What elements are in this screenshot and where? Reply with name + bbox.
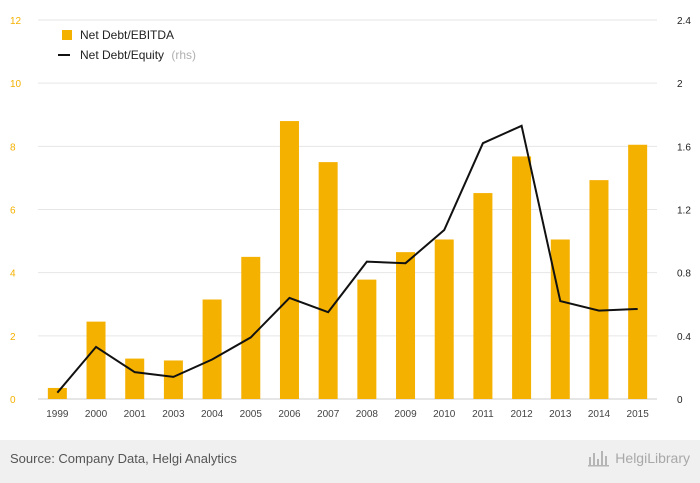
left-tick-label: 0 <box>10 395 16 406</box>
bar-2009 <box>396 252 416 399</box>
bar-2000 <box>86 321 106 399</box>
x-tick-label: 2012 <box>510 409 533 420</box>
footer: Source: Company Data, Helgi Analytics He… <box>0 440 700 483</box>
net-debt-equity-line <box>56 124 638 394</box>
x-tick-label: 2005 <box>240 409 263 420</box>
right-tick-label: 2.4 <box>677 16 691 27</box>
bar-2015 <box>628 144 648 399</box>
x-tick-label: 2001 <box>124 409 147 420</box>
legend-bar-swatch <box>62 30 72 40</box>
bar-2010 <box>434 239 454 399</box>
legend-bar-label: Net Debt/EBITDA <box>80 28 174 42</box>
helgi-library-logo: HelgiLibrary <box>588 449 690 467</box>
left-tick-label: 2 <box>10 332 16 343</box>
right-tick-label: 2 <box>677 79 683 90</box>
x-tick-label: 2004 <box>201 409 224 420</box>
bar-2006 <box>279 121 299 400</box>
x-tick-label: 2011 <box>472 409 494 420</box>
left-tick-label: 4 <box>10 269 16 280</box>
left-tick-label: 6 <box>10 206 16 217</box>
bar-2004 <box>202 299 222 399</box>
bar-series <box>47 121 648 400</box>
legend: Net Debt/EBITDA Net Debt/Equity (rhs) <box>58 28 196 62</box>
x-tick-label: 2003 <box>162 409 185 420</box>
x-tick-label: 2015 <box>627 409 650 420</box>
svg-text:Net Debt/Equity (rhs): Net Debt/Equity (rhs) <box>80 48 196 62</box>
left-tick-label: 12 <box>10 16 22 27</box>
bar-1999 <box>47 387 67 399</box>
grid-lines <box>38 19 657 400</box>
bar-2003 <box>163 360 183 399</box>
left-tick-label: 10 <box>10 79 22 90</box>
x-tick-label: 2000 <box>85 409 108 420</box>
right-axis-ticks: 0 0.4 0.8 1.2 1.6 2 2.4 <box>677 16 691 406</box>
library-logo-icon <box>588 451 610 467</box>
line-series <box>56 124 638 394</box>
logo-text: HelgiLibrary <box>615 450 690 466</box>
legend-line-label: Net Debt/Equity <box>80 48 164 62</box>
x-tick-label: 2010 <box>433 409 456 420</box>
right-tick-label: 0.4 <box>677 332 691 343</box>
legend-line-note: (rhs) <box>171 48 196 62</box>
right-tick-label: 0.8 <box>677 269 691 280</box>
x-tick-label: 2008 <box>356 409 379 420</box>
bar-2008 <box>357 279 377 399</box>
bar-2013 <box>550 239 570 399</box>
x-tick-label: 2007 <box>317 409 340 420</box>
x-tick-label: 2013 <box>549 409 572 420</box>
bar-2005 <box>241 256 261 399</box>
source-text: Source: Company Data, Helgi Analytics <box>10 451 237 466</box>
right-tick-label: 0 <box>677 395 683 406</box>
left-tick-label: 8 <box>10 142 16 153</box>
bar-2007 <box>318 162 338 399</box>
bar-2014 <box>589 180 609 399</box>
x-tick-label: 2006 <box>278 409 301 420</box>
bar-2001 <box>125 358 145 399</box>
bar-2012 <box>512 156 532 399</box>
x-tick-label: 2014 <box>588 409 611 420</box>
x-tick-label: 2009 <box>394 409 417 420</box>
x-axis-ticks: 1999 2000 2001 2003 2004 2005 2006 2007 2008 2009… <box>46 409 649 420</box>
left-axis-ticks: 0 2 4 6 8 10 12 <box>10 16 22 406</box>
right-tick-label: 1.6 <box>677 142 691 153</box>
bar-2011 <box>473 193 493 399</box>
x-tick-label: 1999 <box>46 409 69 420</box>
right-tick-label: 1.2 <box>677 206 691 217</box>
combo-chart: 0 2 4 6 8 10 12 0 0.4 0.8 1.2 1.6 2 2.4 1999 2000 2001… <box>10 16 691 420</box>
